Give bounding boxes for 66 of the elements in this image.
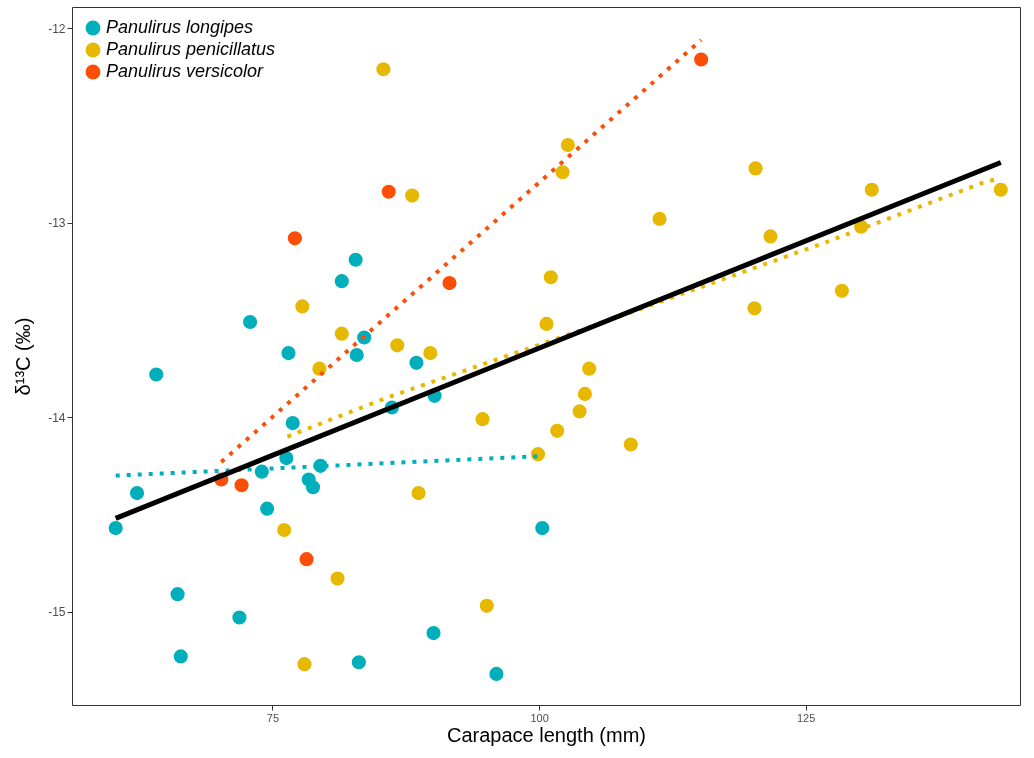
point xyxy=(555,165,570,180)
x-axis-title: Carapace length (mm) xyxy=(447,723,646,746)
y-tick-label: -14 xyxy=(48,410,66,425)
point xyxy=(582,361,597,376)
point xyxy=(623,437,638,452)
point xyxy=(834,283,849,298)
y-tick-label: -12 xyxy=(48,21,66,36)
point xyxy=(305,480,321,495)
point xyxy=(864,182,879,197)
y-tick-label: -15 xyxy=(48,605,66,620)
point xyxy=(243,314,258,330)
point xyxy=(411,486,426,501)
x-tick-label: 125 xyxy=(796,711,816,724)
point xyxy=(489,666,504,681)
point xyxy=(423,346,438,361)
point xyxy=(405,188,420,203)
point xyxy=(170,587,185,602)
point xyxy=(149,367,164,382)
point xyxy=(108,521,123,536)
point xyxy=(442,276,457,291)
point xyxy=(381,184,396,199)
point xyxy=(287,231,302,246)
point xyxy=(277,522,292,538)
point xyxy=(993,182,1008,197)
point xyxy=(173,649,188,664)
point xyxy=(297,657,312,672)
point xyxy=(330,571,345,586)
point xyxy=(129,486,145,501)
point xyxy=(535,521,550,536)
x-tick-label: 75 xyxy=(266,711,280,724)
point xyxy=(285,416,300,431)
point xyxy=(475,412,490,427)
point xyxy=(334,326,349,341)
point xyxy=(299,552,314,567)
point xyxy=(747,301,762,316)
point xyxy=(479,598,494,613)
point xyxy=(295,299,310,314)
point xyxy=(348,252,363,267)
legend-label: Panulirus versicolor xyxy=(106,61,265,81)
point xyxy=(232,610,247,625)
legend-label: Panulirus longipes xyxy=(106,17,254,37)
point xyxy=(376,62,391,77)
point xyxy=(351,655,366,670)
point xyxy=(748,161,763,176)
point xyxy=(652,211,667,226)
point xyxy=(763,229,778,244)
legend-label: Panulirus penicillatus xyxy=(106,39,276,59)
point xyxy=(334,274,349,289)
point xyxy=(234,478,249,493)
point xyxy=(349,347,364,363)
point xyxy=(550,423,565,438)
point xyxy=(281,346,296,361)
point xyxy=(560,137,575,153)
x-tick-label: 100 xyxy=(530,711,549,724)
y-axis-title: δ¹³C (‰) xyxy=(12,317,35,396)
point xyxy=(543,270,558,285)
point xyxy=(409,355,424,370)
y-tick-label: -13 xyxy=(48,216,66,231)
point xyxy=(260,501,275,516)
point xyxy=(426,626,441,641)
point xyxy=(390,338,405,353)
point xyxy=(577,386,592,401)
point xyxy=(694,52,709,67)
point xyxy=(279,451,294,466)
point xyxy=(572,404,587,419)
point xyxy=(539,316,554,331)
